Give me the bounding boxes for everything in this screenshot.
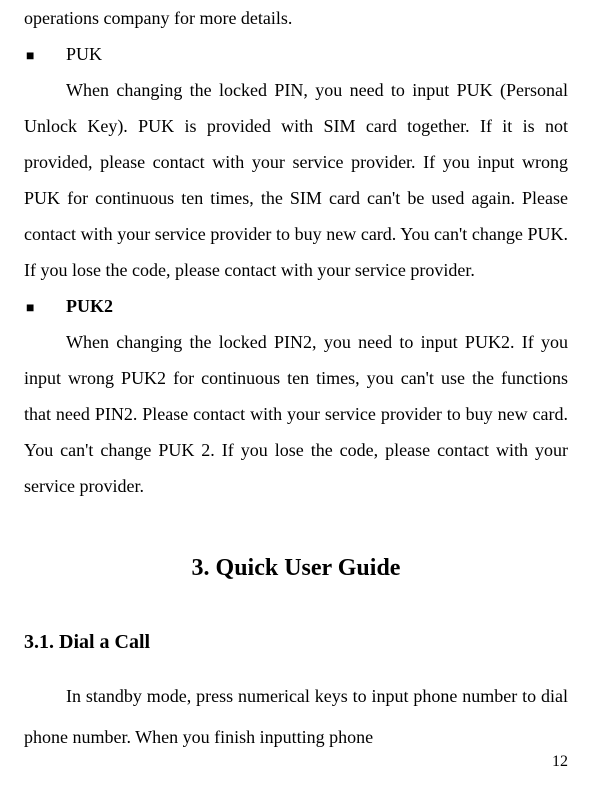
page: operations company for more details. ■ P…: [0, 0, 592, 790]
square-bullet-icon: ■: [24, 295, 66, 323]
top-continuation-line: operations company for more details.: [24, 0, 568, 36]
puk2-paragraph: When changing the locked PIN2, you need …: [24, 324, 568, 504]
square-bullet-icon: ■: [24, 43, 66, 71]
puk-paragraph: When changing the locked PIN, you need t…: [24, 72, 568, 288]
bullet-puk: ■ PUK: [24, 36, 568, 72]
bullet-puk2: ■ PUK2: [24, 288, 568, 324]
page-number: 12: [552, 746, 568, 778]
puk-label: PUK: [66, 36, 102, 72]
section-paragraph: In standby mode, press numerical keys to…: [24, 676, 568, 759]
chapter-heading: 3. Quick User Guide: [24, 544, 568, 592]
section-heading: 3.1. Dial a Call: [24, 622, 568, 662]
puk2-label: PUK2: [66, 288, 113, 324]
